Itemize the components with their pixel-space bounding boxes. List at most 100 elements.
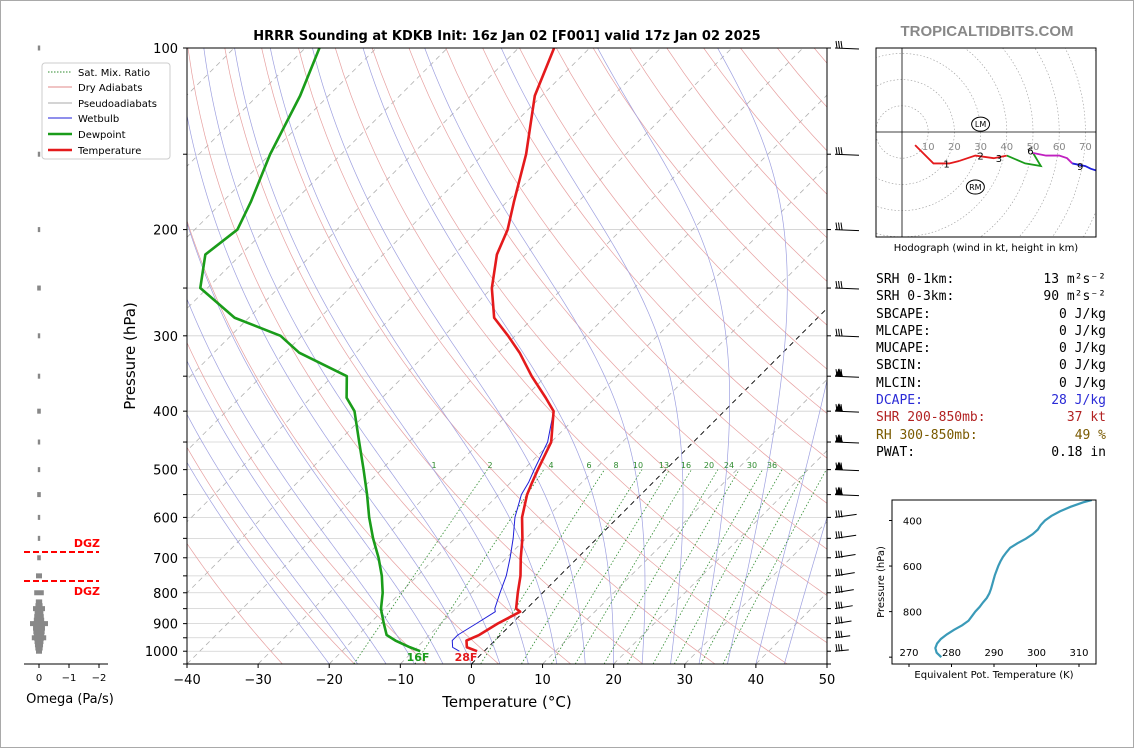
skewt-x-tick-label: −10 xyxy=(387,673,414,688)
thetae-x-axis-label: Equivalent Pot. Temperature (K) xyxy=(914,670,1073,681)
dry-adiabat-line xyxy=(334,48,827,644)
storm-motion-label: LM xyxy=(975,120,986,129)
omega-bar-low-level xyxy=(33,624,45,631)
mixing-ratio-line xyxy=(551,469,670,664)
hodograph-trace xyxy=(914,144,1096,172)
skewt-y-tick-label: 100 xyxy=(153,42,178,57)
moist-adiabat-line xyxy=(203,48,501,664)
hodograph-ring-label: 10 xyxy=(922,142,935,153)
moist-adiabat-line xyxy=(187,113,472,664)
hodograph-ring-labels: 10 20 30 40 50 60 70 xyxy=(922,142,1092,153)
skewt-y-axis: 100 200 300 400 500 600 700 800 900 1000 xyxy=(145,42,831,665)
wind-barb-flag xyxy=(838,434,840,443)
wind-barb xyxy=(834,616,852,625)
thetae-profile xyxy=(934,500,1093,658)
omega-bar-low-level xyxy=(35,644,43,651)
param-row: SRH 0-3km: 90 m²s⁻² xyxy=(876,288,1106,305)
wind-barb xyxy=(834,222,860,232)
omega-bar xyxy=(37,408,41,414)
hodograph-frame xyxy=(875,47,1097,238)
thetae-y-axis: 400 600 800 xyxy=(889,517,922,658)
omega-tick-label: −1 xyxy=(62,673,77,684)
skewt-background-lines xyxy=(187,48,827,664)
wind-barb-staff xyxy=(834,620,852,625)
isotherm-line xyxy=(187,48,733,594)
wind-barb-flag xyxy=(835,404,838,412)
wind-barb-flag xyxy=(840,630,843,638)
surface-temperature-label: 28F xyxy=(455,651,478,664)
omega-bar xyxy=(37,373,41,379)
skewt-y-tick-label: 400 xyxy=(153,405,178,420)
wind-barb-flag xyxy=(840,550,843,558)
wind-barb-flag xyxy=(835,434,838,443)
wind-barb-flag xyxy=(835,510,838,518)
wind-barb xyxy=(834,585,854,594)
wind-barb-staff xyxy=(834,513,857,518)
skewt-x-tick-label: 0 xyxy=(467,673,475,688)
skewt-x-tick-label: 20 xyxy=(605,673,622,688)
wind-barb xyxy=(834,601,853,610)
legend-label: Pseudoadiabats xyxy=(78,99,157,110)
wind-barb-flag xyxy=(835,531,838,539)
isotherm-line xyxy=(684,521,827,664)
hodograph-segment xyxy=(1032,152,1073,165)
freezing-isotherm xyxy=(471,307,827,664)
param-value: 0.18 in xyxy=(1051,444,1106,460)
skewt-y-tick-label: 900 xyxy=(153,618,178,633)
hodograph-storm-motion: LM RM xyxy=(965,116,991,195)
skewt-x-tick-label: 40 xyxy=(748,673,765,688)
wind-barb-flag xyxy=(838,328,840,336)
param-value: 0 J/kg xyxy=(1059,323,1106,339)
isotherm-line xyxy=(257,94,827,664)
wind-barb-flag xyxy=(840,40,843,49)
param-value: 0 J/kg xyxy=(1059,358,1106,374)
hodograph-height-label: 6 xyxy=(1027,146,1033,157)
wind-barb-flag xyxy=(838,462,840,470)
omega-bar-low-level xyxy=(34,641,44,648)
wind-barb-flag xyxy=(835,147,838,155)
wind-barb xyxy=(834,510,857,518)
param-label: RH 300-850mb: xyxy=(876,427,978,443)
omega-bar xyxy=(37,285,41,291)
legend-box xyxy=(41,62,171,160)
skewt-panel: HRRR Sounding at KDKB Init: 16z Jan 02 [… xyxy=(41,29,860,711)
wind-barb-flag xyxy=(838,601,840,609)
legend-label: Dewpoint xyxy=(78,130,126,141)
moist-adiabat-line xyxy=(755,378,827,664)
wind-barb-flag xyxy=(840,404,843,412)
wind-barb xyxy=(834,368,860,378)
mixing-ratio-line xyxy=(353,469,488,664)
param-row: PWAT: 0.18 in xyxy=(876,444,1106,461)
skewt-y-tick-label: 300 xyxy=(153,330,178,345)
omega-bar xyxy=(37,514,41,520)
wind-barb-flag xyxy=(838,40,840,49)
omega-x-ticks: 0 −1 −2 xyxy=(36,664,106,684)
skewt-frame xyxy=(186,47,828,665)
wind-barb-flag xyxy=(838,630,840,638)
wind-barb-staff xyxy=(834,410,860,413)
moist-adiabat-line xyxy=(783,515,827,664)
mixing-ratio-line xyxy=(700,469,807,664)
omega-bar-low-level xyxy=(35,606,43,613)
skewt-x-tick-label: 50 xyxy=(819,673,836,688)
mixing-ratio-line xyxy=(480,469,605,664)
omega-bar-low-level xyxy=(34,610,44,617)
param-value: 37 kt xyxy=(1066,410,1106,426)
dgz-upper-label: DGZ xyxy=(74,537,100,550)
dry-adiabat-line xyxy=(187,219,499,664)
wind-barb-flag xyxy=(838,147,840,155)
moist-adiabat-line xyxy=(597,48,730,664)
wind-barb-staff xyxy=(834,441,860,444)
wind-barb-flag xyxy=(838,550,840,558)
dry-adiabat-line xyxy=(555,48,827,370)
skewt-y-tick-label: 200 xyxy=(153,224,178,239)
wind-barb-staff xyxy=(834,494,860,497)
wind-barb-flag xyxy=(838,644,840,652)
mixing-ratio-label: 13 xyxy=(659,461,669,470)
skewt-y-tick-label: 600 xyxy=(153,511,178,526)
param-row: SBCIN: 0 J/kg xyxy=(876,357,1106,374)
mixing-ratio-line xyxy=(674,469,783,664)
omega-bar-low-level xyxy=(33,631,45,638)
wind-barb-flag xyxy=(840,616,843,624)
wind-barb xyxy=(834,280,860,290)
